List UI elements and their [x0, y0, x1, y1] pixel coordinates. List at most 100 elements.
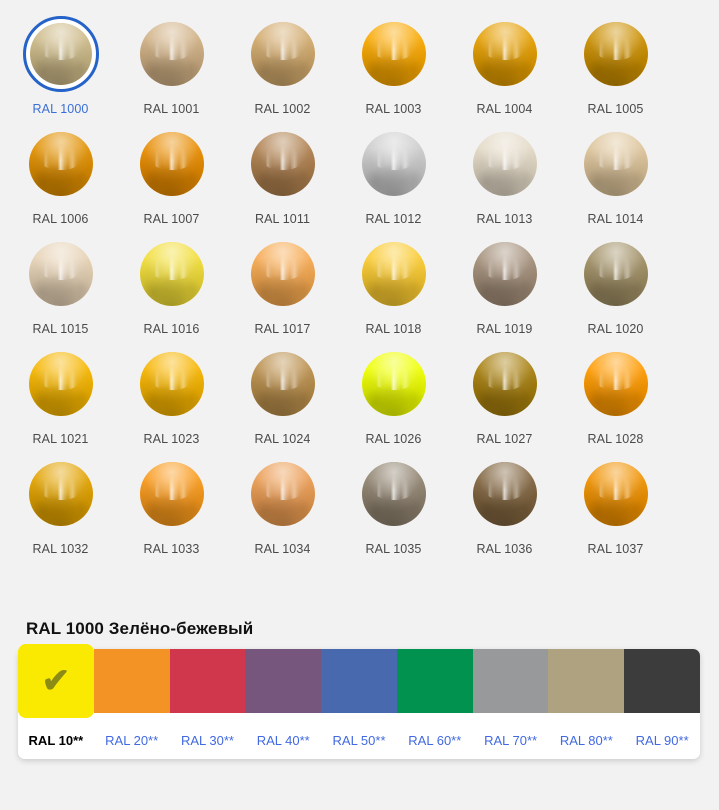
swatch-ral-1004[interactable]: RAL 1004 [454, 14, 555, 124]
swatch-ball-wrap [23, 456, 99, 532]
swatch-ral-1001[interactable]: RAL 1001 [121, 14, 222, 124]
swatch-label: RAL 1011 [254, 212, 310, 226]
swatch-ral-1023[interactable]: RAL 1023 [121, 344, 222, 454]
swatch-label: RAL 1015 [32, 322, 89, 336]
swatch-ral-1000[interactable]: RAL 1000 [10, 14, 111, 124]
group-label-ral-90xx[interactable]: RAL 90** [635, 732, 689, 748]
swatch-ball-wrap [467, 346, 543, 422]
swatch-label: RAL 1017 [254, 322, 311, 336]
swatch-ball-wrap [245, 456, 321, 532]
color-sphere-icon [139, 22, 204, 86]
group-tab-ral-40xx[interactable] [245, 649, 322, 713]
ral-group-label-row: RAL 10** RAL 20** RAL 30** RAL 40** RAL 50**… [18, 721, 700, 759]
swatch-label: RAL 1024 [254, 432, 311, 446]
swatch-ral-1026[interactable]: RAL 1026 [343, 344, 444, 454]
group-label-ral-60xx[interactable]: RAL 60** [408, 732, 462, 748]
color-sphere-icon [250, 132, 315, 196]
group-label-ral-80xx[interactable]: RAL 80** [559, 732, 613, 748]
swatch-ball-wrap [467, 126, 543, 202]
swatch-ral-1035[interactable]: RAL 1035 [343, 454, 444, 564]
swatch-label: RAL 1020 [587, 322, 644, 336]
group-tab-ral-10xx[interactable]: ✔ [18, 644, 94, 718]
swatch-ral-1012[interactable]: RAL 1012 [343, 124, 444, 234]
swatch-label: RAL 1021 [32, 432, 89, 446]
group-label-ral-30xx[interactable]: RAL 30** [180, 732, 234, 748]
swatch-ball-wrap [356, 346, 432, 422]
swatch-ball-wrap [23, 126, 99, 202]
color-sphere-icon [361, 462, 426, 526]
swatch-ball-wrap [134, 16, 210, 92]
ral-group-panel: ✔ RAL 10** RAL 20** RAL 30** RAL 40** RAL 50… [18, 644, 701, 759]
group-tab-ral-20xx[interactable] [93, 649, 170, 713]
swatch-ral-1011[interactable]: RAL 1011 [232, 124, 333, 234]
swatch-ral-1032[interactable]: RAL 1032 [10, 454, 111, 564]
swatch-row: RAL 1006 RAL 1007 RAL 1011 RAL 1012 RAL 1013… [0, 124, 711, 234]
swatch-ral-1005[interactable]: RAL 1005 [565, 14, 666, 124]
swatch-ral-1020[interactable]: RAL 1020 [565, 234, 666, 344]
swatch-ral-1037[interactable]: RAL 1037 [565, 454, 666, 564]
color-sphere-icon [28, 352, 93, 416]
swatch-ball-wrap [356, 16, 432, 92]
group-label-ral-40xx[interactable]: RAL 40** [256, 732, 310, 748]
swatch-ral-1013[interactable]: RAL 1013 [454, 124, 555, 234]
group-label-ral-10xx[interactable]: RAL 10** [28, 732, 84, 748]
swatch-row: RAL 1021 RAL 1023 RAL 1024 RAL 1026 RAL 1027… [0, 344, 711, 454]
swatch-ball-wrap [23, 346, 99, 422]
group-tab-ral-70xx[interactable] [472, 649, 549, 713]
swatch-label: RAL 1002 [254, 102, 311, 116]
swatch-ral-1034[interactable]: RAL 1034 [232, 454, 333, 564]
swatch-ral-1028[interactable]: RAL 1028 [565, 344, 666, 454]
swatch-ball-wrap [467, 236, 543, 312]
swatch-label: RAL 1007 [143, 212, 200, 226]
swatch-label: RAL 1006 [32, 212, 89, 226]
group-tab-ral-80xx[interactable] [548, 649, 625, 713]
swatch-ball-wrap [245, 16, 321, 92]
group-tab-ral-30xx[interactable] [169, 649, 246, 713]
swatch-label: RAL 1033 [143, 542, 200, 556]
swatch-ral-1021[interactable]: RAL 1021 [10, 344, 111, 454]
swatch-ral-1027[interactable]: RAL 1027 [454, 344, 555, 454]
swatch-ral-1007[interactable]: RAL 1007 [121, 124, 222, 234]
swatch-ral-1019[interactable]: RAL 1019 [454, 234, 555, 344]
group-label-ral-20xx[interactable]: RAL 20** [105, 732, 159, 748]
swatch-label: RAL 1014 [587, 212, 644, 226]
swatch-ball-wrap [467, 16, 543, 92]
group-tab-ral-50xx[interactable] [321, 649, 397, 713]
group-label-ral-70xx[interactable]: RAL 70** [484, 732, 538, 748]
swatch-ral-1036[interactable]: RAL 1036 [454, 454, 555, 564]
swatch-ball-wrap [245, 346, 321, 422]
color-sphere-icon [472, 22, 537, 86]
swatch-ral-1018[interactable]: RAL 1018 [343, 234, 444, 344]
color-sphere-icon [250, 352, 315, 416]
swatch-ral-1003[interactable]: RAL 1003 [343, 14, 444, 124]
color-sphere-icon [472, 242, 537, 306]
swatch-label: RAL 1000 [32, 102, 89, 116]
swatch-label: RAL 1032 [32, 542, 89, 556]
swatch-label: RAL 1027 [476, 432, 533, 446]
swatch-label: RAL 1016 [143, 322, 200, 336]
swatch-row: RAL 1032 RAL 1033 RAL 1034 RAL 1035 RAL 1036… [0, 454, 711, 564]
swatch-ball-wrap [356, 456, 432, 532]
group-tab-ral-90xx[interactable] [624, 649, 701, 713]
swatch-ball-wrap [578, 236, 654, 312]
swatch-ral-1006[interactable]: RAL 1006 [10, 124, 111, 234]
swatch-label: RAL 1037 [587, 542, 644, 556]
color-sphere-icon [28, 462, 93, 526]
swatch-ball-wrap [245, 236, 321, 312]
swatch-label: RAL 1019 [476, 322, 533, 336]
swatch-ral-1002[interactable]: RAL 1002 [232, 14, 333, 124]
swatch-ral-1016[interactable]: RAL 1016 [121, 234, 222, 344]
swatch-ral-1033[interactable]: RAL 1033 [121, 454, 222, 564]
color-sphere-icon [139, 242, 204, 306]
group-label-ral-50xx[interactable]: RAL 50** [332, 732, 386, 748]
swatch-ral-1015[interactable]: RAL 1015 [10, 234, 111, 344]
swatch-ral-1014[interactable]: RAL 1014 [565, 124, 666, 234]
group-tab-ral-60xx[interactable] [396, 649, 473, 713]
swatch-ball-wrap [23, 236, 99, 312]
swatch-ball-wrap [356, 236, 432, 312]
color-sphere-icon [361, 352, 426, 416]
swatch-ball-wrap [245, 126, 321, 202]
color-sphere-icon [139, 132, 204, 196]
swatch-ral-1017[interactable]: RAL 1017 [232, 234, 333, 344]
swatch-ral-1024[interactable]: RAL 1024 [232, 344, 333, 454]
